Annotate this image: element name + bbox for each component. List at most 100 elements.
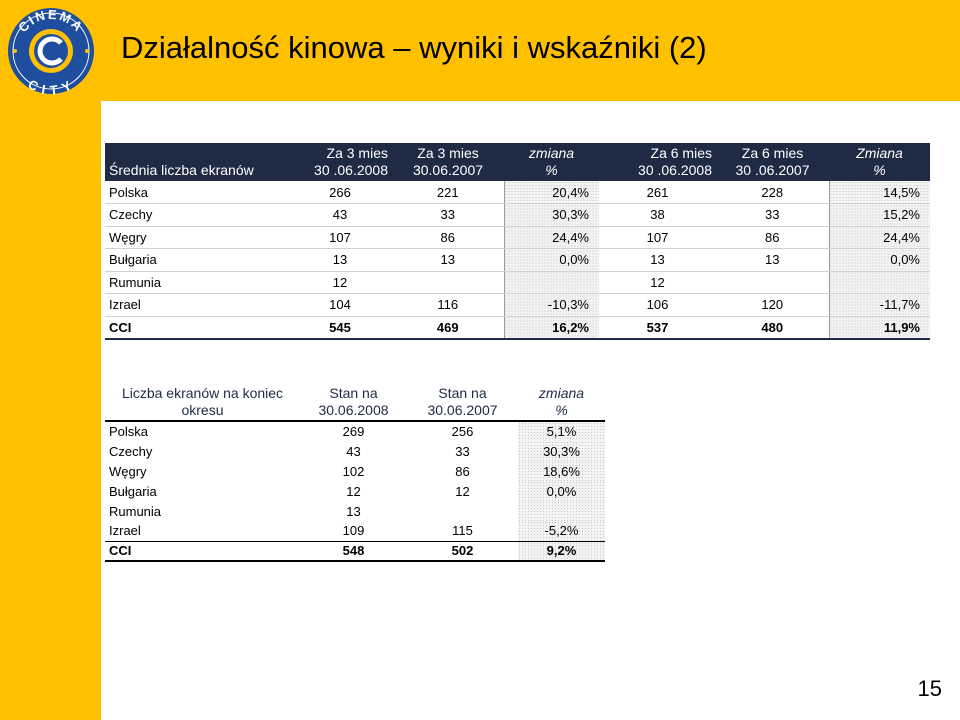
change-cell: 0,0%: [828, 248, 930, 272]
value-cell: 107: [288, 226, 392, 249]
change-cell: 24,4%: [828, 226, 930, 249]
value-cell: 33: [455, 443, 470, 459]
total-value-cell: 548: [300, 540, 407, 562]
change-cell: 0,0%: [518, 481, 605, 501]
total-label-cell: CCI: [105, 540, 300, 562]
header-cell: Za 6 mies 30 .06.2007: [716, 143, 829, 181]
total-label-cell: CCI: [105, 315, 288, 340]
table-header-row: Średnia liczba ekranów Za 3 mies 30 .06.2…: [105, 143, 930, 181]
table-row: Bułgaria 13 13 0,0% 13 13 0,0%: [105, 248, 930, 272]
total-row: CCI 545 469 16,2% 537 480 11,9%: [105, 315, 930, 340]
table-row: Węgry 102 86 18,6%: [105, 461, 605, 481]
total-row: CCI 548 502 9,2%: [105, 540, 605, 562]
country-cell: Polska: [109, 424, 149, 439]
slide-title: Działalność kinowa – wyniki i wskaźniki …: [121, 30, 707, 65]
title-area: Działalność kinowa – wyniki i wskaźniki …: [101, 0, 960, 101]
change-cell: 30,3%: [518, 441, 605, 461]
table-row: Węgry 107 86 24,4% 107 86 24,4%: [105, 226, 930, 249]
country-cell: Polska: [105, 181, 288, 204]
country-cell: Rumunia: [105, 271, 288, 294]
value-cell: 38: [599, 203, 716, 227]
country-cell: Czechy: [109, 443, 153, 459]
value-cell: 86: [392, 226, 504, 249]
table-row: Polska 269 256 5,1%: [105, 421, 605, 441]
value-cell: 266: [288, 181, 392, 204]
value-cell: 33: [716, 203, 829, 227]
value-cell: 102: [342, 463, 365, 479]
header-cell: Stan na 30.06.2008: [300, 384, 407, 422]
table-row: Czechy 43 33 30,3%: [105, 441, 605, 461]
value-cell: 120: [716, 293, 829, 317]
country-cell: Bułgaria: [105, 248, 288, 272]
value-cell: 13: [288, 248, 392, 272]
value-cell: 86: [455, 463, 470, 479]
header-cell: Liczba ekranów na koniec okresu: [105, 384, 300, 422]
header-cell: Zmiana%: [829, 143, 930, 181]
value-cell: 109: [342, 523, 365, 539]
value-cell: [392, 271, 504, 294]
table-row: Bułgaria 12 12 0,0%: [105, 481, 605, 501]
header-cell: zmiana%: [518, 384, 605, 422]
value-cell: [407, 501, 518, 521]
left-accent-bar: [0, 0, 101, 720]
value-cell: 12: [455, 483, 470, 499]
total-change-cell: 9,2%: [518, 540, 605, 562]
value-cell: 261: [599, 181, 716, 204]
change-cell: [828, 271, 930, 294]
table-row: Czechy 43 33 30,3% 38 33 15,2%: [105, 203, 930, 227]
total-value-cell: 545: [288, 315, 392, 340]
table-row: Polska 266 221 20,4% 261 228 14,5%: [105, 181, 930, 204]
total-value-cell: 469: [392, 315, 504, 340]
value-cell: 116: [392, 293, 504, 317]
average-screens-table: Średnia liczba ekranów Za 3 mies 30 .06.2…: [105, 143, 930, 340]
total-value-cell: 537: [599, 315, 716, 340]
change-cell: [503, 271, 599, 294]
country-cell: Bułgaria: [109, 483, 157, 499]
header-cell: Średnia liczba ekranów: [105, 143, 288, 181]
change-cell: 14,5%: [828, 181, 930, 204]
value-cell: 13: [716, 248, 829, 272]
cinema-city-logo: CINEMA CITY: [5, 5, 97, 98]
change-cell: 20,4%: [503, 181, 599, 204]
table-row: Izrael 109 115 -5,2%: [105, 521, 605, 541]
header-cell: Za 3 mies 30.06.2007: [392, 143, 504, 181]
value-cell: 12: [346, 483, 361, 499]
value-cell: [716, 271, 829, 294]
change-cell: -10,3%: [503, 293, 599, 317]
country-cell: Izrael: [105, 293, 288, 317]
page-number: 15: [917, 676, 942, 701]
value-cell: 86: [716, 226, 829, 249]
value-cell: 256: [451, 424, 474, 439]
table-header-row: Liczba ekranów na koniec okresu Stan na 30…: [105, 384, 605, 422]
value-cell: 43: [288, 203, 392, 227]
value-cell: 104: [288, 293, 392, 317]
change-cell: 18,6%: [518, 461, 605, 481]
change-cell: -11,7%: [828, 293, 930, 317]
total-value-cell: 502: [407, 540, 518, 562]
value-cell: 106: [599, 293, 716, 317]
header-cell: Za 3 mies 30 .06.2008: [288, 143, 392, 181]
change-cell: 15,2%: [828, 203, 930, 227]
value-cell: 221: [392, 181, 504, 204]
value-cell: 12: [599, 271, 716, 294]
country-cell: Czechy: [105, 203, 288, 227]
top-accent-bar: [101, 0, 960, 101]
change-cell: [518, 501, 605, 521]
change-cell: -5,2%: [518, 521, 605, 541]
value-cell: 13: [599, 248, 716, 272]
value-cell: 13: [392, 248, 504, 272]
total-change-cell: 11,9%: [828, 315, 930, 340]
change-cell: 30,3%: [503, 203, 599, 227]
value-cell: 12: [288, 271, 392, 294]
value-cell: 33: [392, 203, 504, 227]
change-cell: 0,0%: [503, 248, 599, 272]
value-cell: 43: [346, 443, 361, 459]
value-cell: 269: [342, 424, 365, 439]
table-row: Izrael 104 116 -10,3% 106 120 -11,7%: [105, 293, 930, 317]
header-cell: zmiana%: [504, 143, 599, 181]
value-cell: 107: [599, 226, 716, 249]
total-value-cell: 480: [716, 315, 829, 340]
value-cell: 228: [716, 181, 829, 204]
total-change-cell: 16,2%: [503, 315, 599, 340]
change-cell: 5,1%: [518, 421, 605, 441]
